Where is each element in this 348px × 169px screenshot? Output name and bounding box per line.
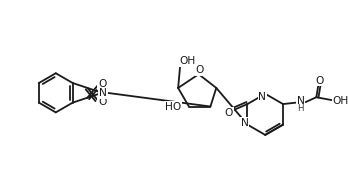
Text: N: N — [258, 92, 266, 102]
Text: OH: OH — [333, 96, 348, 106]
Text: O: O — [315, 76, 323, 86]
Text: HO: HO — [165, 102, 181, 112]
Text: O: O — [98, 97, 106, 107]
Text: N: N — [297, 96, 304, 106]
Text: OH: OH — [180, 56, 196, 66]
Text: O: O — [196, 65, 204, 75]
Text: H: H — [298, 104, 304, 113]
Text: N: N — [99, 88, 107, 98]
Text: O: O — [225, 108, 233, 118]
Text: O: O — [98, 79, 106, 89]
Text: N: N — [240, 118, 248, 128]
